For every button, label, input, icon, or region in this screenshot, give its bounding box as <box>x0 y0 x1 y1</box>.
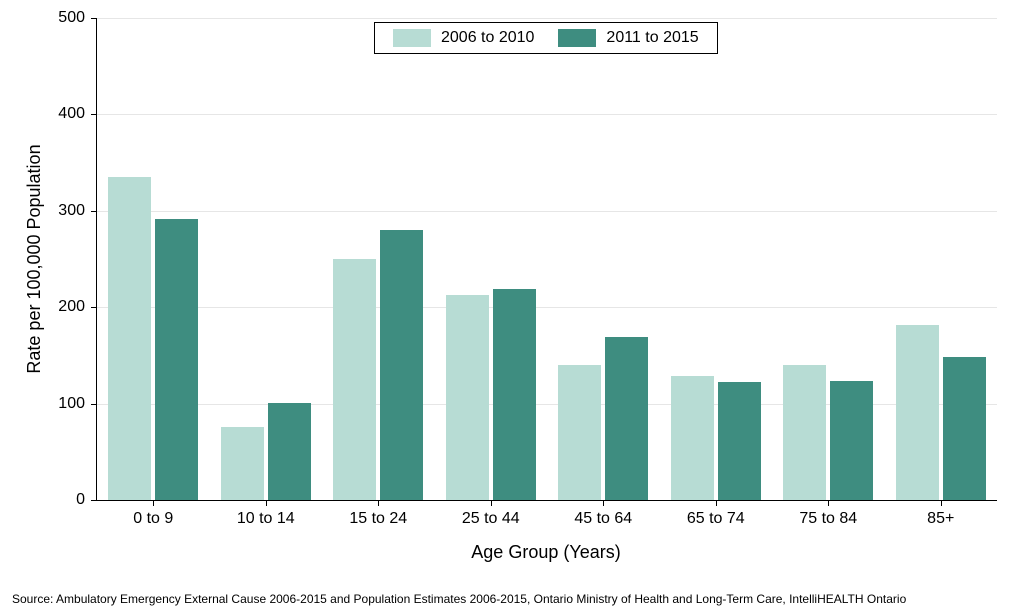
bar <box>380 230 423 500</box>
bar <box>605 337 648 500</box>
x-axis-title: Age Group (Years) <box>471 542 620 563</box>
legend-swatch <box>558 29 596 47</box>
bar <box>896 325 939 500</box>
x-tick-label: 85+ <box>927 500 954 528</box>
legend-swatch <box>393 29 431 47</box>
bar <box>221 427 264 500</box>
bar <box>493 289 536 500</box>
y-axis-title: Rate per 100,000 Population <box>24 144 45 373</box>
y-tick-label: 400 <box>58 105 97 123</box>
legend-label: 2011 to 2015 <box>606 29 698 47</box>
bar <box>155 219 198 500</box>
x-tick-label: 25 to 44 <box>462 500 520 528</box>
gridline <box>97 114 997 115</box>
y-tick-label: 200 <box>58 298 97 316</box>
y-tick-label: 500 <box>58 9 97 27</box>
legend-label: 2006 to 2010 <box>441 29 534 47</box>
bar <box>943 357 986 500</box>
x-tick-label: 75 to 84 <box>799 500 857 528</box>
bar <box>718 382 761 500</box>
x-tick-label: 0 to 9 <box>133 500 173 528</box>
y-tick-label: 100 <box>58 395 97 413</box>
y-tick-label: 0 <box>76 491 97 509</box>
bar <box>783 365 826 500</box>
x-tick-label: 45 to 64 <box>574 500 632 528</box>
x-tick-label: 15 to 24 <box>349 500 407 528</box>
bar <box>671 376 714 500</box>
bar <box>558 365 601 500</box>
legend: 2006 to 2010 2011 to 2015 <box>374 22 718 54</box>
y-tick-label: 300 <box>58 202 97 220</box>
source-note: Source: Ambulatory Emergency External Ca… <box>12 592 906 606</box>
gridline <box>97 307 997 308</box>
bar <box>830 381 873 500</box>
x-tick-label: 65 to 74 <box>687 500 745 528</box>
x-tick-label: 10 to 14 <box>237 500 295 528</box>
plot-area: 01002003004005000 to 910 to 1415 to 2425… <box>96 18 997 501</box>
legend-item: 2006 to 2010 <box>393 29 534 47</box>
bar <box>333 259 376 500</box>
gridline <box>97 18 997 19</box>
legend-item: 2011 to 2015 <box>558 29 698 47</box>
bar <box>446 295 489 500</box>
gridline <box>97 211 997 212</box>
bar <box>268 403 311 500</box>
chart-container: 0 100 200 300 400 500 0 to 9 10 to 14 15 to 24 25… <box>0 0 1024 614</box>
bar <box>108 177 151 500</box>
